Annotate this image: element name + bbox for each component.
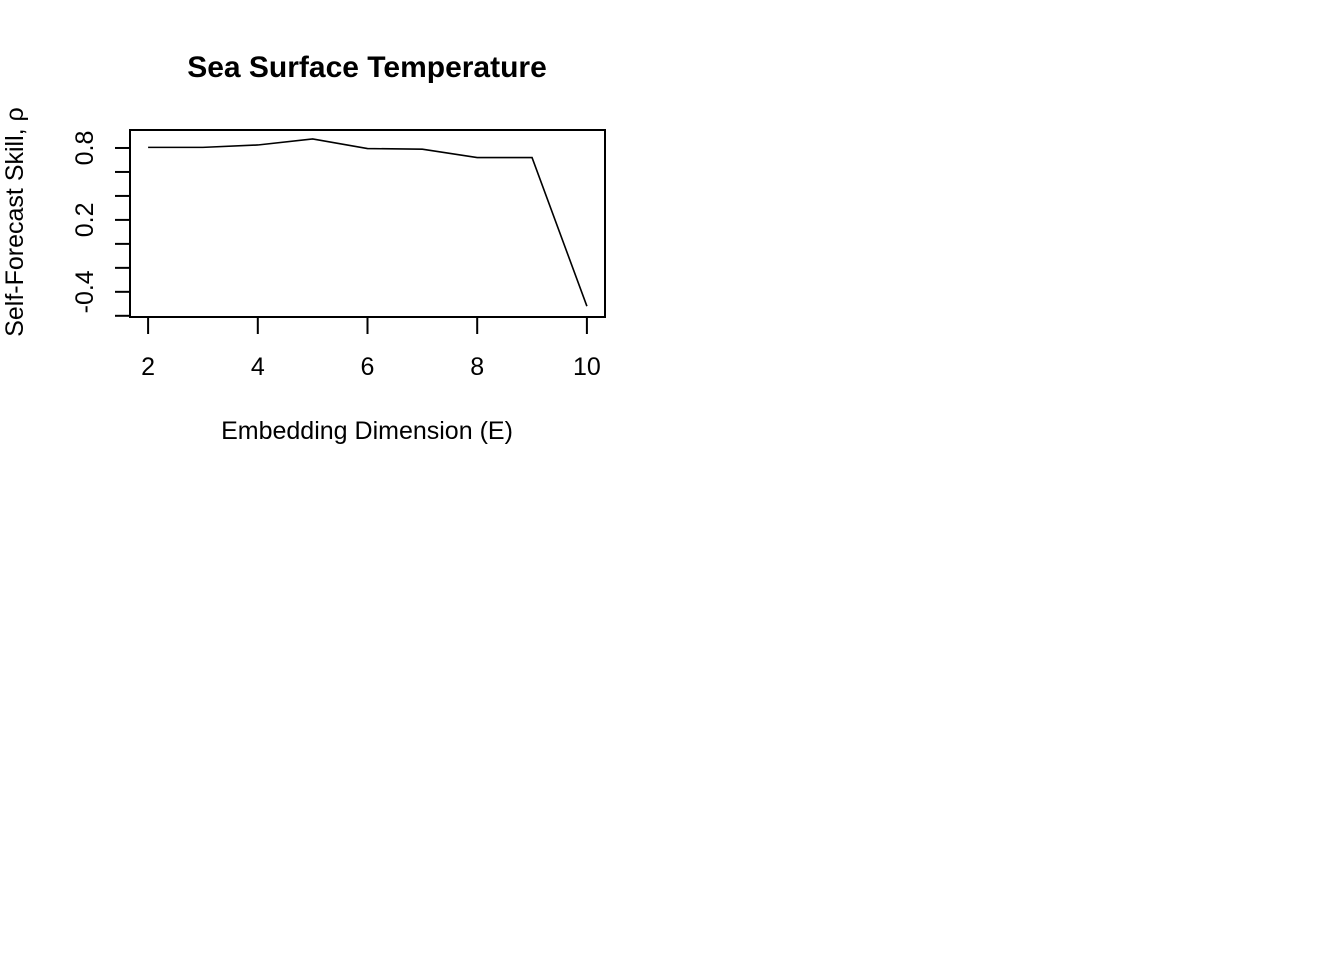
x-axis-label: Embedding Dimension (E) <box>221 417 513 445</box>
x-axis: 2 4 6 8 10 <box>141 317 601 381</box>
y-tick-label: 0.2 <box>71 203 99 238</box>
series-layer <box>148 138 588 307</box>
x-tick-label: 6 <box>361 353 375 381</box>
x-tick-label: 8 <box>470 353 484 381</box>
x-tick-label: 4 <box>251 353 265 381</box>
x-tick-label: 10 <box>573 353 601 381</box>
series-line <box>148 138 588 307</box>
y-tick-label: -0.4 <box>71 270 99 313</box>
chart-title: Sea Surface Temperature <box>187 51 547 84</box>
y-tick-label: 0.8 <box>71 131 99 166</box>
y-axis: -0.4 0.2 0.8 <box>71 131 130 317</box>
y-axis-label: Self-Forecast Skill, ρ <box>1 107 29 337</box>
x-tick-label: 2 <box>141 353 155 381</box>
